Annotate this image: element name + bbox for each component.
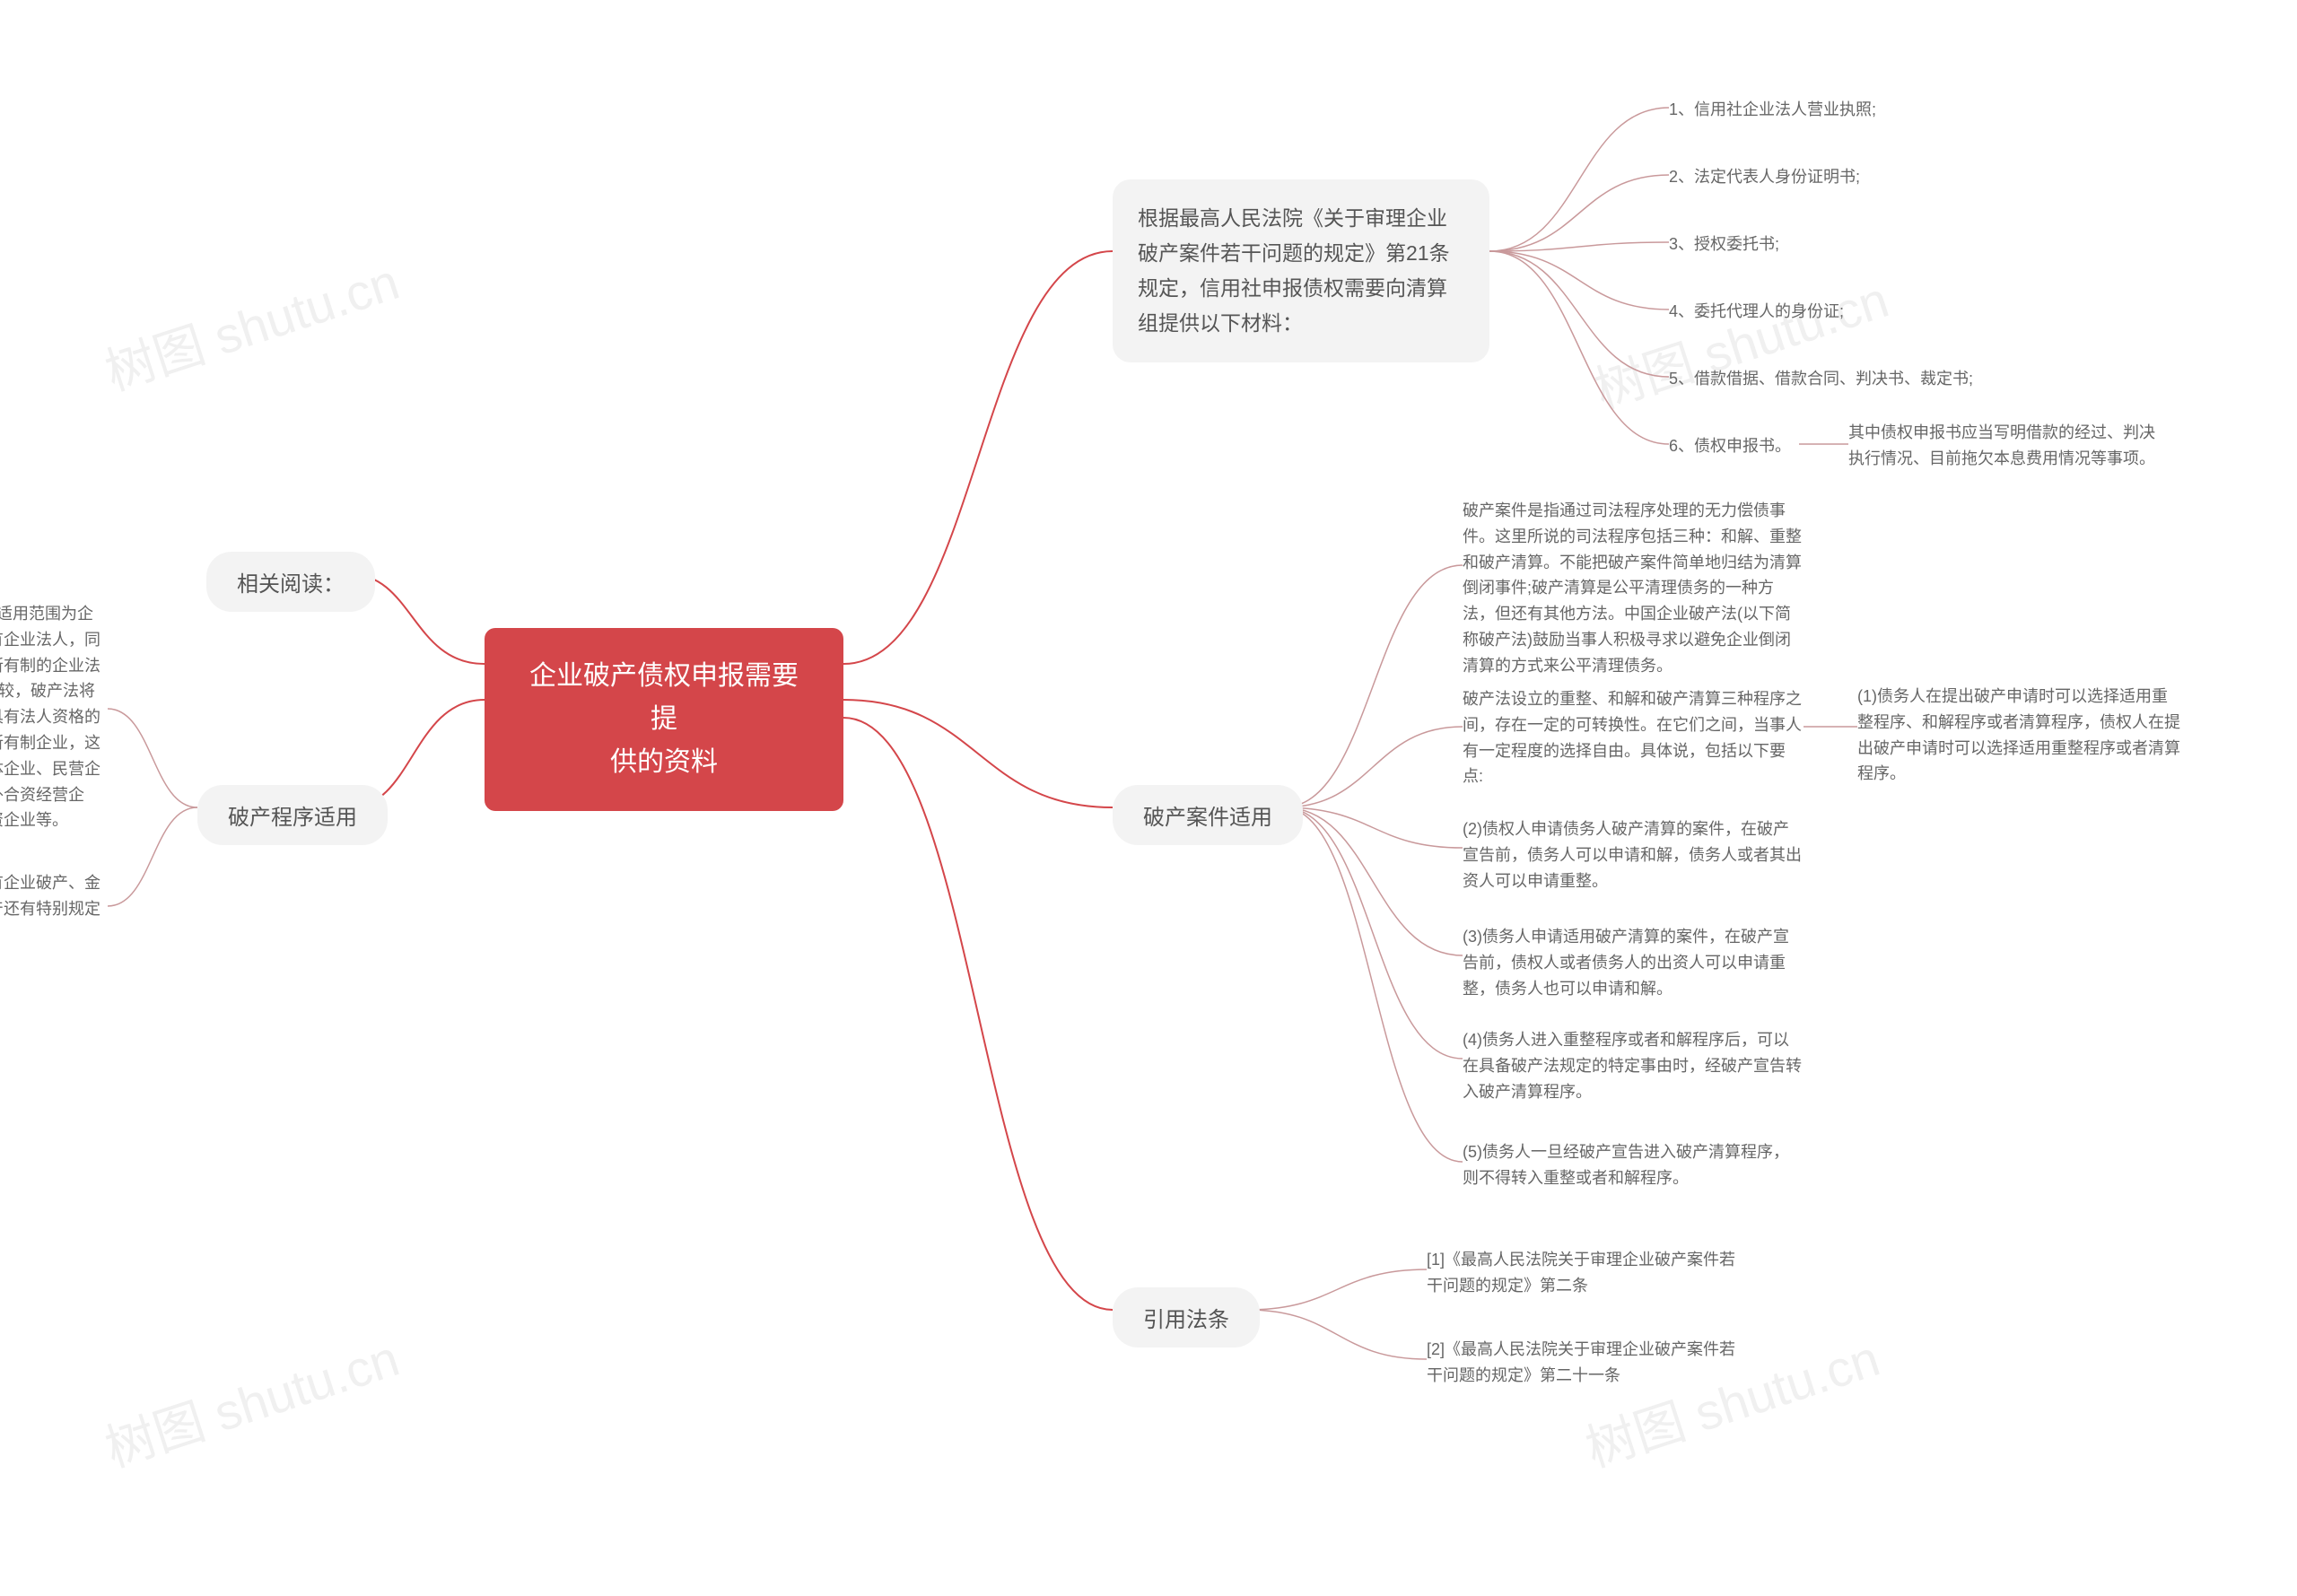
root-line2: 供的资料 — [517, 741, 811, 784]
bankruptcy-procedure-node: 破产程序适用 — [197, 785, 388, 845]
cases-para-1: 破产法设立的重整、和解和破产清算三种程序之间，存在一定的可转换性。在它们之间，当… — [1463, 686, 1804, 789]
material-3: 3、授权委托书; — [1669, 231, 1938, 257]
proc-para-1: 破产法第2条规定，破产法的适用范围为企业法人，这其中不仅包括国有企业法人，同时包… — [0, 601, 108, 833]
material-4: 4、委托代理人的身份证; — [1669, 299, 1938, 325]
bankruptcy-cases-node: 破产案件适用 — [1113, 785, 1303, 845]
cases-para-4: (4)债务人进入重整程序或者和解程序后，可以在具备破产法规定的特定事由时，经破产… — [1463, 1027, 1804, 1104]
law-reference-node: 引用法条 — [1113, 1287, 1260, 1347]
related-reading-node: 相关阅读： — [206, 552, 375, 612]
cases-para-0: 破产案件是指通过司法程序处理的无力偿债事件。这里所说的司法程序包括三种：和解、重… — [1463, 498, 1804, 679]
material-1: 1、信用社企业法人营业执照; — [1669, 97, 1938, 123]
materials-intro-node: 根据最高人民法院《关于审理企业破产案件若干问题的规定》第21条规定，信用社申报债… — [1113, 179, 1489, 362]
law-ref-2: [2]《最高人民法院关于审理企业破产案件若干问题的规定》第二十一条 — [1427, 1337, 1750, 1389]
root-line1: 企业破产债权申报需要提 — [517, 655, 811, 741]
cases-para-3: (3)债务人申请适用破产清算的案件，在破产宣告前，债权人或者债务人的出资人可以申… — [1463, 924, 1804, 1001]
cases-para-1-sub: (1)债务人在提出破产申请时可以选择适用重整程序、和解程序或者清算程序，债权人在… — [1857, 684, 2180, 787]
root-node: 企业破产债权申报需要提 供的资料 — [485, 628, 843, 811]
cases-para-5: (5)债务人一旦经破产宣告进入破产清算程序，则不得转入重整或者和解程序。 — [1463, 1139, 1804, 1191]
watermark: 树图 shutu.cn — [95, 242, 407, 406]
material-6: 6、债权申报书。 — [1669, 433, 1804, 459]
watermark: 树图 shutu.cn — [1585, 260, 1897, 423]
material-6-detail: 其中债权申报书应当写明借款的经过、判决执行情况、目前拖欠本息费用情况等事项。 — [1848, 420, 2162, 472]
material-5: 5、借款借据、借款合同、判决书、裁定书; — [1669, 366, 1992, 392]
proc-para-2: 此外，破产法附则中对于国有企业破产、金融机构破产和非法人组织破产还有特别规定(参… — [0, 870, 108, 947]
law-ref-1: [1]《最高人民法院关于审理企业破产案件若干问题的规定》第二条 — [1427, 1247, 1750, 1299]
watermark: 树图 shutu.cn — [95, 1319, 407, 1482]
cases-para-2: (2)债权人申请债务人破产清算的案件，在破产宣告前，债务人可以申请和解，债务人或… — [1463, 816, 1804, 894]
material-2: 2、法定代表人身份证明书; — [1669, 164, 1938, 190]
